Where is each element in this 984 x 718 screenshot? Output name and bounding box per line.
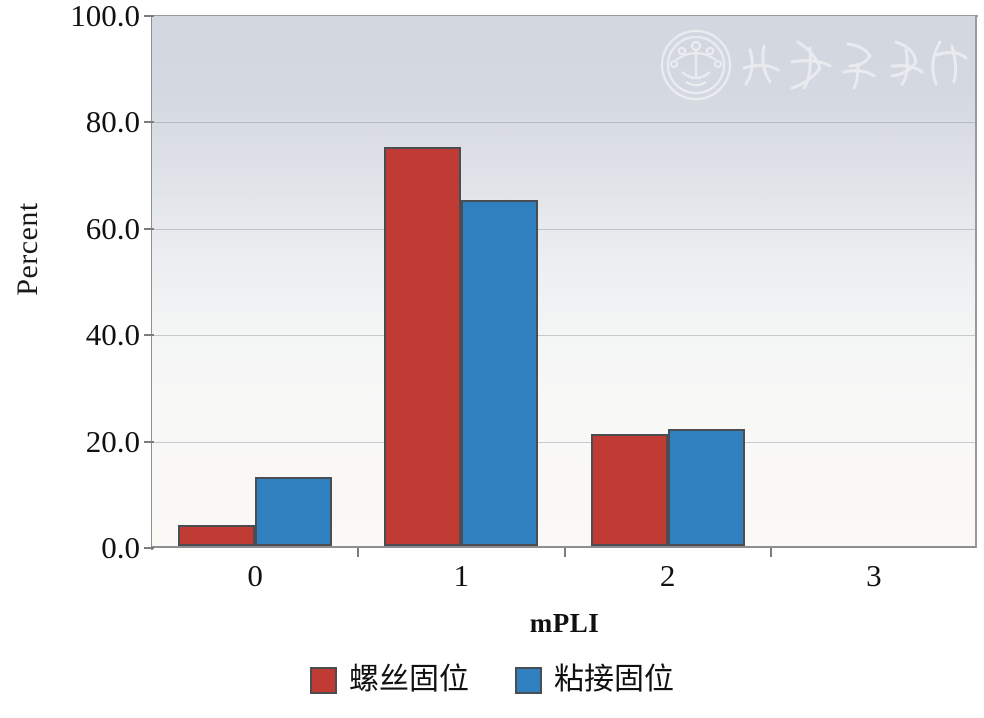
bar[interactable] (590, 434, 668, 546)
x-axis-tick-label: 2 (659, 558, 676, 593)
bar[interactable] (667, 428, 745, 546)
legend-item[interactable]: 螺丝固位 (310, 664, 469, 696)
gridline (152, 228, 975, 230)
x-axis-title: mPLI (529, 608, 600, 638)
plot-area (152, 16, 977, 548)
y-axis-tick-label: 60.0 (85, 210, 140, 246)
y-axis-tick-label: 20.0 (85, 423, 140, 459)
bar[interactable] (255, 476, 333, 546)
y-axis-tick-label: 0.0 (101, 530, 140, 565)
x-axis-tick-labels: 0 1 2 3 (152, 556, 977, 606)
legend-label: 粘接固位 (554, 662, 674, 697)
y-axis-tick-label: 80.0 (85, 104, 140, 140)
y-axis-tick-mark (144, 440, 154, 443)
y-axis-tick-mark (144, 334, 154, 337)
bar[interactable] (178, 524, 256, 546)
legend-label: 螺丝固位 (349, 662, 469, 697)
x-axis-tick-label: 3 (866, 558, 882, 593)
legend-swatch (515, 666, 542, 694)
x-axis-tick-label: 1 (453, 558, 470, 593)
y-axis-tick-mark (144, 227, 154, 230)
bar[interactable] (384, 147, 462, 546)
bar[interactable] (461, 200, 539, 546)
y-axis-tick-label: 100.0 (70, 0, 140, 33)
gridline (152, 122, 975, 124)
watermark-logo-icon (660, 29, 968, 101)
x-axis-minor-tick (563, 548, 566, 557)
y-axis-tick-mark (144, 15, 154, 17)
legend-item[interactable]: 粘接固位 (515, 664, 674, 696)
y-axis-tick-labels: 0.0 20.0 40.0 60.0 80.0 100.0 (0, 0, 140, 718)
chart-legend: 螺丝固位 粘接固位 (0, 664, 984, 696)
x-axis-minor-tick (769, 548, 772, 557)
y-axis-tick-mark (144, 547, 154, 549)
y-axis-tick-label: 40.0 (85, 317, 140, 353)
x-axis-tick-label: 0 (247, 558, 263, 593)
gridline (152, 335, 975, 337)
legend-swatch (310, 666, 337, 694)
gridline (152, 441, 975, 443)
y-axis-tick-mark (144, 121, 154, 124)
x-axis-minor-tick (357, 548, 360, 557)
